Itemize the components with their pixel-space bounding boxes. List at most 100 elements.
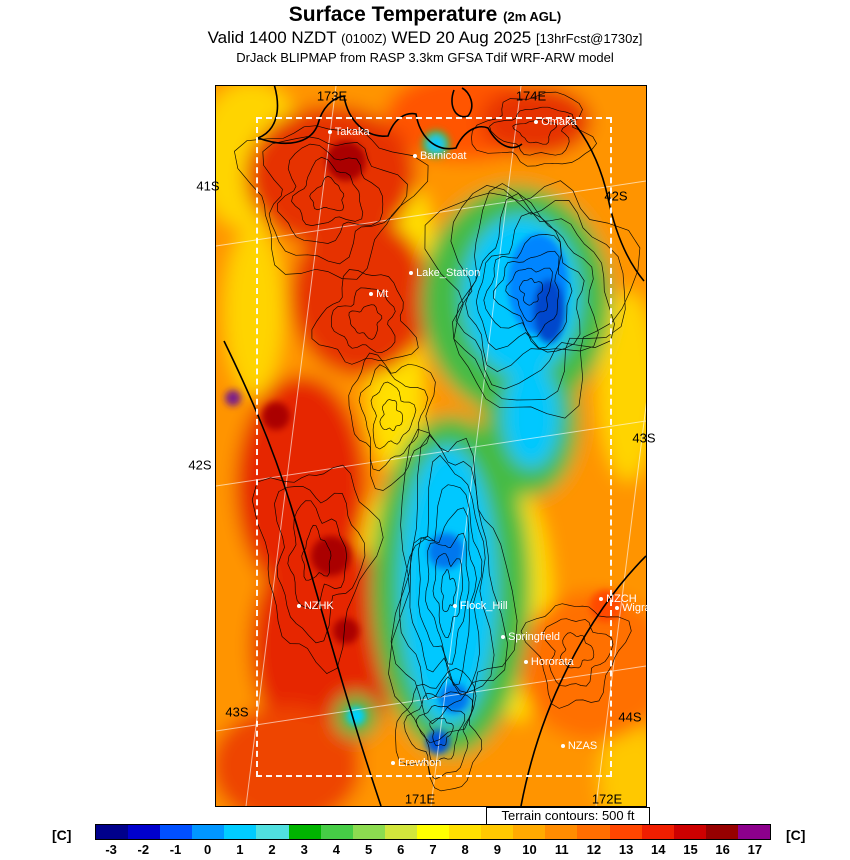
colorbar-tick-12: 12: [586, 842, 602, 857]
valid-date: WED 20 Aug 2025: [391, 28, 532, 47]
terrain-note-text: Terrain contours: 500 ft: [501, 808, 635, 823]
contour-ring: [520, 603, 632, 709]
colorbar-tick--3: -3: [105, 842, 117, 857]
colorbar-seg-2: [256, 825, 289, 839]
station-label: Omaka: [541, 116, 577, 128]
colorbar-tick-1: 1: [236, 842, 244, 857]
colorbar-seg-13: [609, 825, 642, 839]
station-label: Erewhon: [398, 756, 442, 769]
colorbar-seg-7: [416, 825, 450, 839]
colorbar-seg-17: [737, 825, 770, 839]
colorbar-tick--1: -1: [169, 842, 182, 857]
contour-ring: [483, 234, 573, 349]
contour-ring: [418, 507, 477, 686]
station-Wigram: Wigram: [615, 602, 660, 614]
contour-ring: [512, 118, 558, 145]
contour-ring: [403, 691, 474, 780]
contour-ring: [348, 304, 383, 340]
colorbar-tick-5: 5: [364, 842, 373, 857]
legend-unit-right: [C]: [786, 827, 806, 843]
station-label: NZCH: [606, 592, 637, 605]
valid-zulu: (0100Z): [341, 31, 387, 46]
colorbar-tick-7: 7: [429, 842, 437, 857]
colorbar-tick-10: 10: [522, 842, 537, 857]
station-label: Lake_Station: [416, 267, 481, 280]
station-label: Hororata: [530, 656, 574, 668]
contour-ring: [518, 277, 544, 306]
colorbar-ticks: -3 -2 -1 0 1 2 3 4 5 6 7 8 9 10 11 12 13 14 15 16 17: [95, 842, 771, 857]
valid-line: Valid 1400 NZDT (0100Z) WED 20 Aug 2025 …: [0, 28, 850, 48]
colorbar-tick--2: -2: [137, 842, 150, 857]
title-text: Surface Temperature: [288, 3, 498, 26]
station-label: NZAS: [567, 740, 598, 753]
station-Springfield: Springfield: [501, 631, 560, 643]
map-panel: Takaka Barnicoat Omaka Lake_Station Mt NZHK Fl…: [215, 85, 660, 807]
valid-fcst: [13hrFcst@1730z]: [536, 31, 643, 46]
header: Surface Temperature (2m AGL) Valid 1400 …: [0, 3, 850, 65]
colorbar-seg--2: [128, 825, 161, 839]
station-dot-icon: [615, 606, 620, 610]
station-NZAS: NZAS: [560, 740, 598, 753]
contour-ring: [424, 180, 641, 419]
coastline: [223, 86, 646, 806]
colorbar: [95, 824, 771, 840]
station-label: Springfield: [508, 630, 561, 643]
colorbar-tick-6: 6: [397, 842, 405, 857]
contour-ring: [429, 717, 454, 747]
temperature-map: [216, 86, 646, 806]
station-dot-icon: [369, 292, 374, 297]
contour-ring: [398, 454, 495, 700]
map-title: Surface Temperature (2m AGL): [0, 3, 850, 27]
station-dot-icon: [599, 596, 604, 601]
contour-ring: [291, 156, 364, 226]
station-Barnicoat: Barnicoat: [412, 150, 466, 162]
station-dot-icon: [523, 660, 528, 664]
contour-ring: [559, 632, 595, 669]
stations-layer: Takaka Barnicoat Omaka Lake_Station Mt NZHK Fl…: [216, 86, 660, 806]
colorbar-tick-11: 11: [554, 842, 569, 857]
contour-ring: [309, 175, 345, 212]
contour-ring: [455, 183, 615, 390]
station-Lake_Station: Lake_Station: [409, 267, 480, 279]
contour-ring: [450, 185, 626, 401]
contour-ring: [489, 106, 574, 156]
colorbar-tick-4: 4: [332, 842, 341, 857]
contour-ring: [287, 500, 347, 610]
colorbar-seg-4: [320, 825, 353, 839]
contour-ring: [311, 269, 419, 365]
colorbar-tick-8: 8: [461, 842, 469, 857]
contour-ring: [379, 399, 403, 432]
contour-ring: [330, 287, 396, 353]
contour-ring: [465, 192, 599, 372]
colorbar-tick-3: 3: [300, 842, 308, 857]
colorbar-seg-10: [513, 825, 546, 839]
station-dot-icon: [409, 271, 414, 276]
colorbar-seg--1: [160, 825, 193, 839]
contour-ring: [358, 364, 429, 472]
contour-ring: [395, 667, 483, 792]
station-Takaka: Takaka: [327, 126, 370, 138]
station-Omaka: Omaka: [534, 116, 577, 128]
model-line: DrJack BLIPMAP from RASP 3.3km GFSA Tdif…: [236, 50, 614, 65]
terrain-contours: [234, 91, 641, 792]
contour-ring: [234, 125, 429, 280]
contour-ring: [251, 464, 384, 675]
station-NZHK: NZHK: [296, 599, 334, 612]
station-Hororata: Hororata: [523, 656, 574, 668]
colorbar-seg-11: [545, 825, 578, 839]
station-dot-icon: [327, 130, 332, 135]
colorbar-tick-13: 13: [618, 842, 634, 857]
contour-ring: [301, 524, 332, 581]
contour-ring: [390, 434, 508, 725]
station-label: NZHK: [303, 599, 334, 612]
contour-ring: [348, 352, 436, 491]
contour-ring: [440, 569, 457, 612]
contour-ring: [262, 136, 408, 265]
station-dot-icon: [391, 760, 395, 765]
colorbar-seg-14: [641, 825, 674, 839]
colorbar-tick-2: 2: [268, 842, 276, 857]
station-Flock_Hill: Flock_Hill: [452, 600, 508, 612]
station-dot-icon: [501, 634, 506, 639]
colorbar-seg-12: [577, 825, 610, 839]
